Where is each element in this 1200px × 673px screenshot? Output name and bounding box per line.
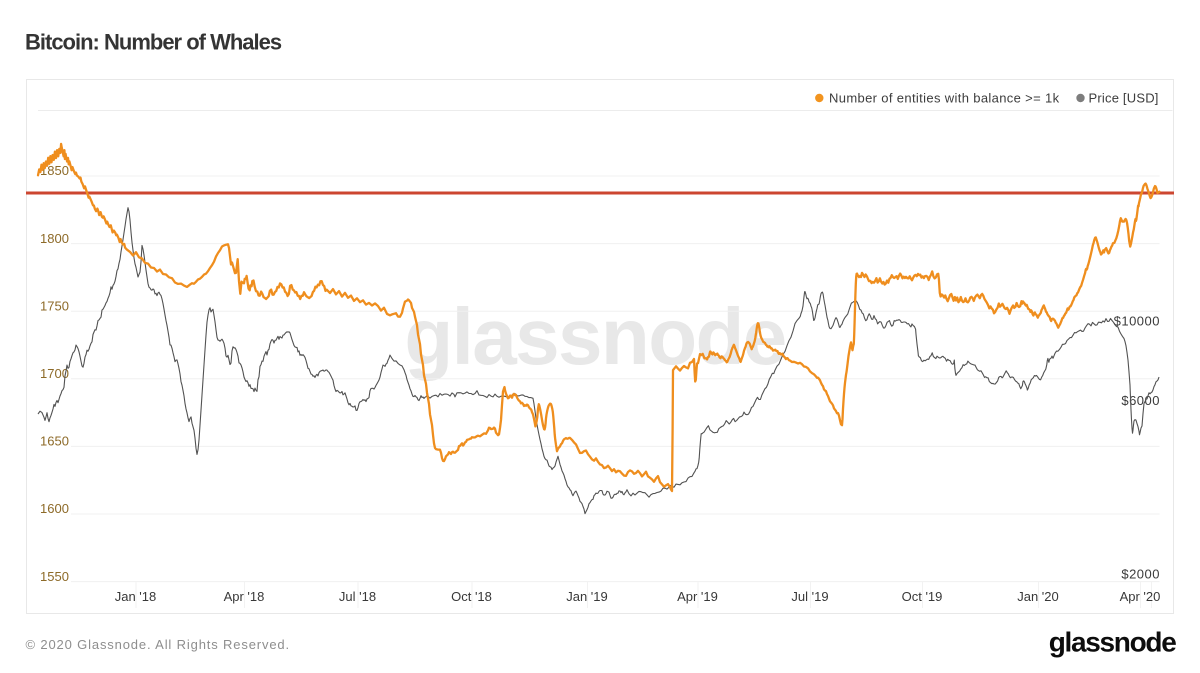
- svg-text:glassnode: glassnode: [404, 292, 785, 381]
- svg-text:Jul '18: Jul '18: [339, 589, 376, 604]
- svg-text:Apr '18: Apr '18: [224, 589, 265, 604]
- svg-text:$2000: $2000: [1121, 567, 1160, 582]
- svg-text:Bitcoin: Number of Whales: Bitcoin: Number of Whales: [25, 30, 282, 55]
- svg-text:Jan '19: Jan '19: [566, 589, 608, 604]
- svg-text:1850: 1850: [40, 163, 69, 178]
- svg-text:Price [USD]: Price [USD]: [1089, 91, 1159, 106]
- svg-text:1750: 1750: [40, 298, 69, 313]
- svg-text:1600: 1600: [40, 501, 69, 516]
- svg-text:Apr '20: Apr '20: [1120, 589, 1161, 604]
- svg-text:$6000: $6000: [1121, 393, 1160, 408]
- svg-text:Jul '19: Jul '19: [791, 589, 828, 604]
- svg-text:© 2020 Glassnode. All Rights R: © 2020 Glassnode. All Rights Reserved.: [26, 637, 290, 652]
- svg-text:Jan '18: Jan '18: [115, 589, 157, 604]
- svg-text:1550: 1550: [40, 569, 69, 584]
- svg-text:Jan '20: Jan '20: [1017, 589, 1059, 604]
- svg-text:Number of entities with balanc: Number of entities with balance >= 1k: [829, 91, 1060, 106]
- svg-text:1650: 1650: [40, 434, 69, 449]
- svg-text:glassnode: glassnode: [1049, 627, 1177, 658]
- svg-text:Apr '19: Apr '19: [677, 589, 718, 604]
- svg-text:Oct '18: Oct '18: [451, 589, 492, 604]
- svg-text:1700: 1700: [40, 366, 69, 381]
- svg-text:$10000: $10000: [1114, 314, 1160, 329]
- svg-text:1800: 1800: [40, 231, 69, 246]
- svg-text:Oct '19: Oct '19: [902, 589, 943, 604]
